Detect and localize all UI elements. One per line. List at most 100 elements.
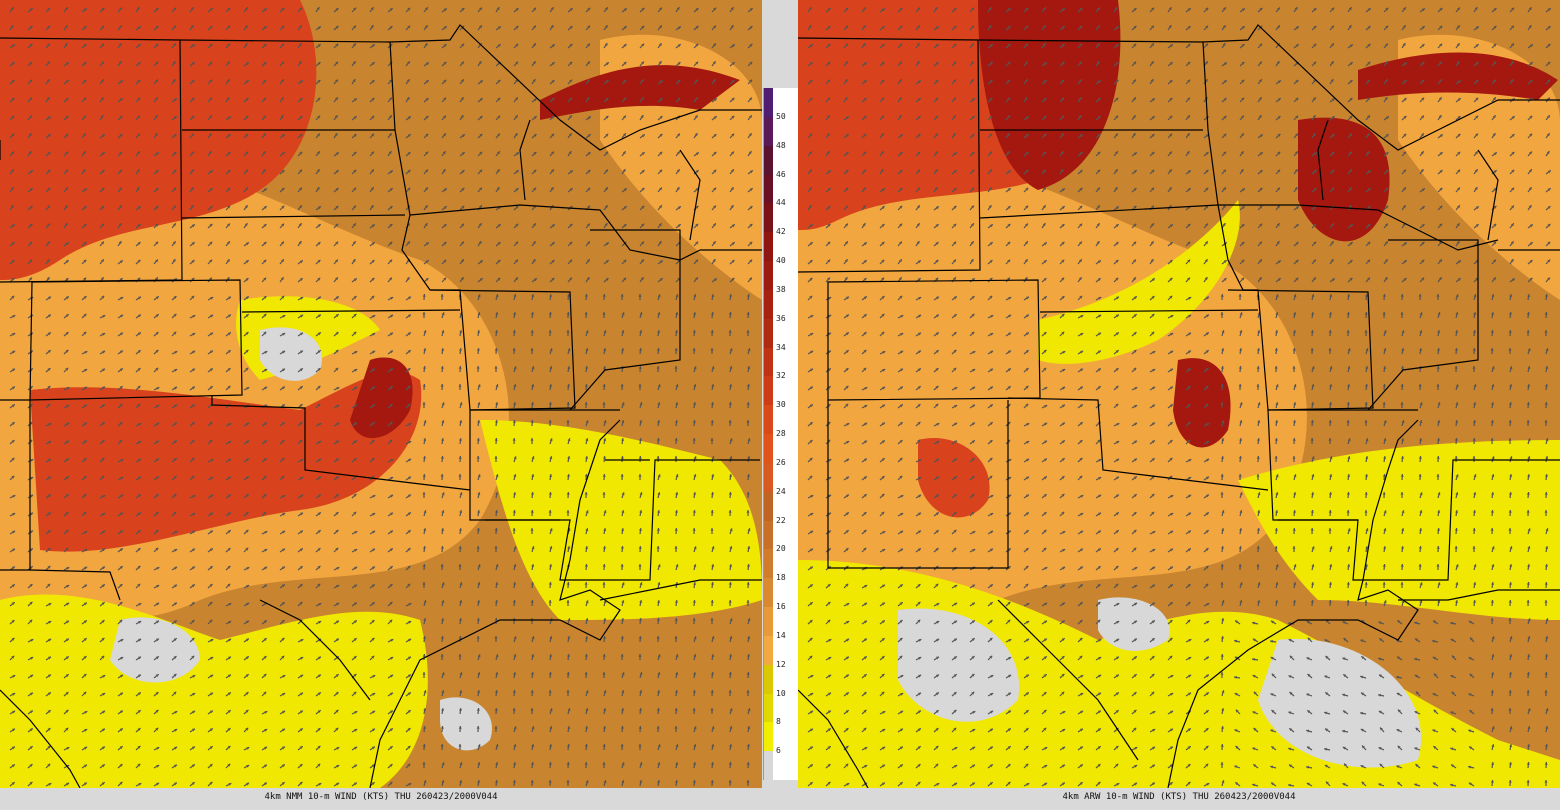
wind-arrowhead xyxy=(638,438,642,441)
wind-arrowhead xyxy=(227,692,231,696)
wind-arrowhead xyxy=(300,512,303,516)
wind-arrowhead xyxy=(1331,187,1335,191)
wind-arrowhead xyxy=(336,567,340,570)
state-border-line xyxy=(485,459,760,581)
wind-arrowhead xyxy=(84,351,88,354)
wind-arrowhead xyxy=(1384,259,1388,263)
wind-arrowhead xyxy=(425,278,429,281)
wind-arrowhead xyxy=(845,25,849,29)
wind-arrowhead xyxy=(515,25,519,29)
wind-arrowhead xyxy=(65,7,68,11)
wind-arrowhead xyxy=(605,98,609,101)
wind-arrowhead xyxy=(12,333,16,336)
wind-arrowhead xyxy=(389,368,393,372)
wind-arrowhead xyxy=(638,294,642,297)
wind-arrowhead xyxy=(692,420,696,423)
wind-arrowhead xyxy=(585,330,589,334)
wind-arrowhead xyxy=(749,241,753,245)
wind-arrowhead xyxy=(190,7,194,11)
wind-arrowhead xyxy=(1096,223,1100,227)
wind-arrowhead xyxy=(155,205,159,209)
wind-arrowhead xyxy=(173,422,177,426)
wind-arrowhead xyxy=(335,259,338,263)
wind-arrowhead xyxy=(440,384,444,387)
wind-arrowhead xyxy=(1133,8,1137,11)
wind-arrowhead xyxy=(1511,151,1515,155)
wind-arrowhead xyxy=(47,512,51,516)
wind-arrowhead xyxy=(245,169,248,173)
wind-arrowhead xyxy=(1276,241,1280,245)
wind-arrowhead xyxy=(566,420,570,423)
wind-arrowhead xyxy=(1259,187,1263,191)
wind-arrowhead xyxy=(372,368,375,372)
wind-arrowhead xyxy=(639,690,643,693)
wind-arrowhead xyxy=(65,512,69,515)
wind-arrowhead xyxy=(227,205,231,209)
wind-arrowhead xyxy=(731,224,735,228)
wind-arrowhead xyxy=(1510,79,1514,83)
wind-arrowhead xyxy=(1169,133,1173,137)
wind-arrowhead xyxy=(408,783,412,786)
wind-arrowhead xyxy=(29,601,33,605)
wind-arrowhead xyxy=(353,782,357,786)
wind-arrowhead xyxy=(299,187,302,191)
wind-arrowhead xyxy=(1204,79,1208,83)
wind-arrowhead xyxy=(531,636,535,640)
wind-arrowhead xyxy=(47,692,51,696)
wind-arrowhead xyxy=(1150,241,1154,245)
wind-arrowhead xyxy=(264,711,268,714)
wind-arrowhead xyxy=(155,547,159,551)
wind-arrowhead xyxy=(459,690,463,693)
wind-arrowhead xyxy=(532,61,536,65)
wind-arrowhead xyxy=(11,80,15,83)
wind-arrowhead xyxy=(440,564,444,567)
wind-arrowhead xyxy=(281,764,285,768)
wind-arrowhead xyxy=(1475,151,1478,155)
wind-arrowhead xyxy=(479,205,482,209)
wind-arrowhead xyxy=(989,80,993,83)
wind-arrowhead xyxy=(677,151,680,155)
wind-arrowhead xyxy=(476,726,480,729)
wind-arrowhead xyxy=(532,79,536,83)
wind-arrowhead xyxy=(461,134,465,138)
wind-arrowhead xyxy=(389,8,393,11)
wind-arrowhead xyxy=(1277,116,1281,119)
wind-arrowhead xyxy=(458,636,462,639)
wind-arrowhead xyxy=(728,510,732,513)
wind-arrowhead xyxy=(1403,133,1407,137)
wind-arrowhead xyxy=(30,494,34,498)
wind-arrowhead xyxy=(458,528,462,531)
wind-arrowhead xyxy=(101,134,105,138)
wind-arrowhead xyxy=(281,223,285,227)
wind-arrowhead xyxy=(497,224,501,227)
wind-arrowhead xyxy=(567,618,571,622)
wind-arrowhead xyxy=(1474,7,1478,11)
wind-arrowhead xyxy=(1528,205,1532,209)
wind-arrowhead xyxy=(659,260,663,264)
wind-arrowhead xyxy=(549,636,553,639)
wind-arrowhead xyxy=(566,762,570,765)
wind-arrowhead xyxy=(479,278,483,281)
wind-arrowhead xyxy=(174,351,178,354)
wind-arrowhead xyxy=(371,224,375,228)
wind-arrowhead xyxy=(659,80,663,84)
wind-arrowhead xyxy=(1007,43,1011,47)
wind-arrowhead xyxy=(119,169,123,173)
wind-arrowhead xyxy=(264,764,267,768)
wind-arrowhead xyxy=(710,582,714,585)
wind-arrowhead xyxy=(477,474,481,478)
wind-arrowhead xyxy=(586,277,590,281)
wind-arrowhead xyxy=(264,386,268,390)
wind-arrowhead xyxy=(1186,151,1190,155)
wind-arrowhead xyxy=(953,170,957,173)
wind-arrowhead xyxy=(423,510,427,514)
wind-arrowhead xyxy=(208,151,212,155)
wind-arrowhead xyxy=(935,115,939,119)
wind-arrowhead xyxy=(605,133,609,137)
wind-arrowhead xyxy=(1385,61,1388,65)
wind-arrowhead xyxy=(46,79,50,83)
wind-arrowhead xyxy=(173,187,177,191)
wind-arrowhead xyxy=(47,710,51,713)
wind-arrowhead xyxy=(335,547,339,551)
wind-arrowhead xyxy=(1043,260,1047,263)
